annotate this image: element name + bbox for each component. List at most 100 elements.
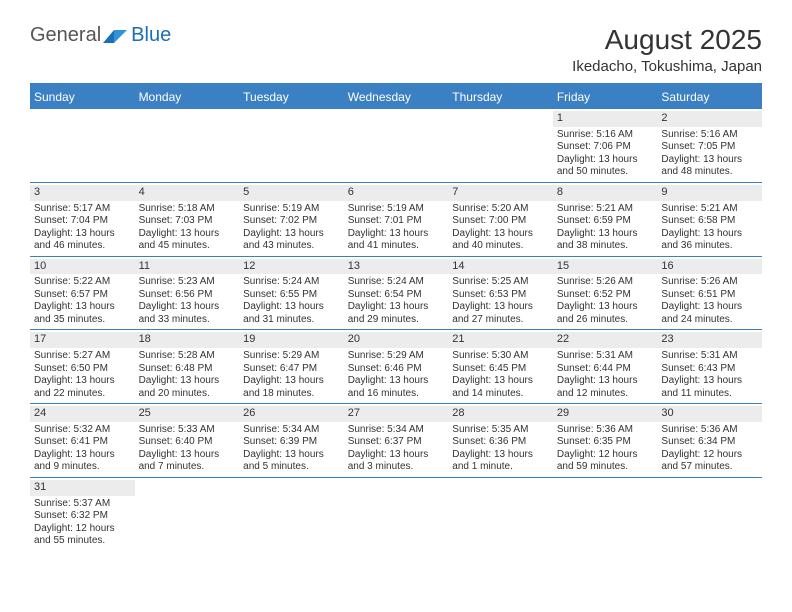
- sunrise-text: Sunrise: 5:34 AM: [348, 424, 445, 437]
- sunrise-text: Sunrise: 5:25 AM: [452, 276, 549, 289]
- daylight-text: Daylight: 13 hours: [452, 375, 549, 388]
- week-row: 17Sunrise: 5:27 AMSunset: 6:50 PMDayligh…: [30, 330, 762, 404]
- sunset-text: Sunset: 6:40 PM: [139, 436, 236, 449]
- sunrise-text: Sunrise: 5:23 AM: [139, 276, 236, 289]
- sunrise-text: Sunrise: 5:29 AM: [348, 350, 445, 363]
- day-number: 25: [135, 406, 240, 422]
- blank-cell: [448, 109, 553, 182]
- daylight-text: and 24 minutes.: [661, 314, 758, 327]
- calendar: Sunday Monday Tuesday Wednesday Thursday…: [30, 83, 762, 551]
- daylight-text: and 1 minute.: [452, 461, 549, 474]
- sunset-text: Sunset: 6:55 PM: [243, 289, 340, 302]
- sunrise-text: Sunrise: 5:36 AM: [661, 424, 758, 437]
- daylight-text: Daylight: 13 hours: [243, 301, 340, 314]
- day-cell: 12Sunrise: 5:24 AMSunset: 6:55 PMDayligh…: [239, 257, 344, 330]
- daylight-text: Daylight: 13 hours: [139, 228, 236, 241]
- day-cell: 27Sunrise: 5:34 AMSunset: 6:37 PMDayligh…: [344, 404, 449, 477]
- daylight-text: Daylight: 13 hours: [348, 375, 445, 388]
- day-cell: 19Sunrise: 5:29 AMSunset: 6:47 PMDayligh…: [239, 330, 344, 403]
- daylight-text: Daylight: 13 hours: [452, 228, 549, 241]
- sunrise-text: Sunrise: 5:32 AM: [34, 424, 131, 437]
- daylight-text: and 36 minutes.: [661, 240, 758, 253]
- sunset-text: Sunset: 6:56 PM: [139, 289, 236, 302]
- day-cell: 8Sunrise: 5:21 AMSunset: 6:59 PMDaylight…: [553, 183, 658, 256]
- sunrise-text: Sunrise: 5:18 AM: [139, 203, 236, 216]
- weekday-header: Sunday Monday Tuesday Wednesday Thursday…: [30, 85, 762, 109]
- day-number: 6: [344, 185, 449, 201]
- sunrise-text: Sunrise: 5:20 AM: [452, 203, 549, 216]
- day-number: 1: [553, 111, 658, 127]
- location: Ikedacho, Tokushima, Japan: [572, 58, 762, 75]
- day-number: 30: [657, 406, 762, 422]
- day-cell: 31Sunrise: 5:37 AMSunset: 6:32 PMDayligh…: [30, 478, 135, 551]
- sunrise-text: Sunrise: 5:26 AM: [661, 276, 758, 289]
- sunrise-text: Sunrise: 5:31 AM: [661, 350, 758, 363]
- daylight-text: and 57 minutes.: [661, 461, 758, 474]
- daylight-text: and 29 minutes.: [348, 314, 445, 327]
- weekday-label: Tuesday: [239, 85, 344, 109]
- sunrise-text: Sunrise: 5:16 AM: [661, 129, 758, 142]
- week-row: 24Sunrise: 5:32 AMSunset: 6:41 PMDayligh…: [30, 404, 762, 478]
- daylight-text: Daylight: 12 hours: [557, 449, 654, 462]
- daylight-text: and 33 minutes.: [139, 314, 236, 327]
- blank-cell: [553, 478, 658, 551]
- sunset-text: Sunset: 6:45 PM: [452, 363, 549, 376]
- sunrise-text: Sunrise: 5:22 AM: [34, 276, 131, 289]
- sunrise-text: Sunrise: 5:17 AM: [34, 203, 131, 216]
- daylight-text: and 11 minutes.: [661, 388, 758, 401]
- daylight-text: Daylight: 13 hours: [557, 154, 654, 167]
- daylight-text: and 14 minutes.: [452, 388, 549, 401]
- weekday-label: Friday: [553, 85, 658, 109]
- day-number: 31: [30, 480, 135, 496]
- daylight-text: Daylight: 13 hours: [661, 228, 758, 241]
- sunset-text: Sunset: 6:52 PM: [557, 289, 654, 302]
- sunset-text: Sunset: 7:03 PM: [139, 215, 236, 228]
- day-number: 8: [553, 185, 658, 201]
- day-number: 9: [657, 185, 762, 201]
- daylight-text: and 50 minutes.: [557, 166, 654, 179]
- daylight-text: and 38 minutes.: [557, 240, 654, 253]
- daylight-text: and 18 minutes.: [243, 388, 340, 401]
- sunrise-text: Sunrise: 5:31 AM: [557, 350, 654, 363]
- day-cell: 4Sunrise: 5:18 AMSunset: 7:03 PMDaylight…: [135, 183, 240, 256]
- daylight-text: Daylight: 13 hours: [139, 301, 236, 314]
- daylight-text: Daylight: 13 hours: [139, 449, 236, 462]
- daylight-text: Daylight: 13 hours: [348, 301, 445, 314]
- week-row: 3Sunrise: 5:17 AMSunset: 7:04 PMDaylight…: [30, 183, 762, 257]
- sunset-text: Sunset: 6:32 PM: [34, 510, 131, 523]
- week-row: 31Sunrise: 5:37 AMSunset: 6:32 PMDayligh…: [30, 478, 762, 551]
- daylight-text: and 40 minutes.: [452, 240, 549, 253]
- weekday-label: Wednesday: [344, 85, 449, 109]
- sunrise-text: Sunrise: 5:26 AM: [557, 276, 654, 289]
- sunrise-text: Sunrise: 5:29 AM: [243, 350, 340, 363]
- day-cell: 17Sunrise: 5:27 AMSunset: 6:50 PMDayligh…: [30, 330, 135, 403]
- daylight-text: Daylight: 13 hours: [661, 154, 758, 167]
- day-number: 3: [30, 185, 135, 201]
- sunset-text: Sunset: 6:50 PM: [34, 363, 131, 376]
- daylight-text: and 45 minutes.: [139, 240, 236, 253]
- day-cell: 26Sunrise: 5:34 AMSunset: 6:39 PMDayligh…: [239, 404, 344, 477]
- sunrise-text: Sunrise: 5:28 AM: [139, 350, 236, 363]
- blank-cell: [135, 478, 240, 551]
- sunset-text: Sunset: 6:34 PM: [661, 436, 758, 449]
- day-number: 16: [657, 259, 762, 275]
- sunset-text: Sunset: 6:51 PM: [661, 289, 758, 302]
- week-row: 10Sunrise: 5:22 AMSunset: 6:57 PMDayligh…: [30, 257, 762, 331]
- day-cell: 24Sunrise: 5:32 AMSunset: 6:41 PMDayligh…: [30, 404, 135, 477]
- daylight-text: and 9 minutes.: [34, 461, 131, 474]
- sunrise-text: Sunrise: 5:30 AM: [452, 350, 549, 363]
- daylight-text: Daylight: 13 hours: [452, 449, 549, 462]
- sunset-text: Sunset: 6:47 PM: [243, 363, 340, 376]
- daylight-text: Daylight: 12 hours: [34, 523, 131, 536]
- day-cell: 28Sunrise: 5:35 AMSunset: 6:36 PMDayligh…: [448, 404, 553, 477]
- sunset-text: Sunset: 6:53 PM: [452, 289, 549, 302]
- daylight-text: Daylight: 13 hours: [661, 375, 758, 388]
- blank-cell: [239, 109, 344, 182]
- daylight-text: and 5 minutes.: [243, 461, 340, 474]
- blank-cell: [344, 109, 449, 182]
- day-cell: 11Sunrise: 5:23 AMSunset: 6:56 PMDayligh…: [135, 257, 240, 330]
- day-number: 18: [135, 332, 240, 348]
- daylight-text: and 22 minutes.: [34, 388, 131, 401]
- day-number: 5: [239, 185, 344, 201]
- sunset-text: Sunset: 6:44 PM: [557, 363, 654, 376]
